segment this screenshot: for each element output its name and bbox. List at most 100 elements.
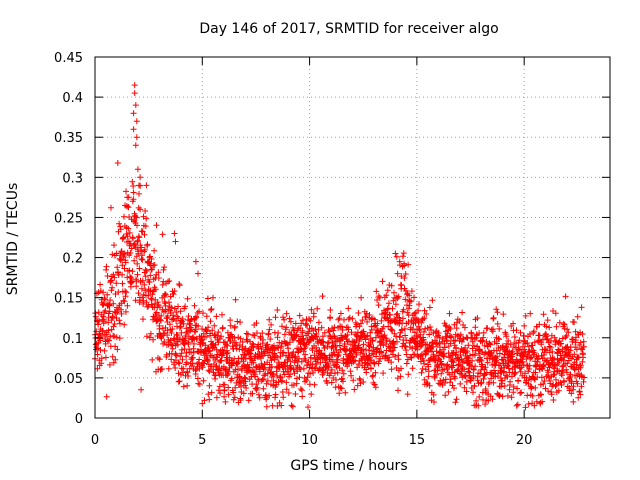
data-point: [288, 402, 295, 409]
data-point: [312, 364, 319, 371]
data-point: [146, 278, 153, 285]
data-point: [325, 339, 332, 346]
data-point: [159, 281, 166, 288]
data-point: [498, 383, 505, 390]
data-point: [432, 337, 438, 344]
data-point: [400, 306, 407, 313]
data-point: [196, 381, 203, 388]
data-point: [283, 386, 290, 393]
data-point: [528, 384, 535, 391]
data-point: [313, 361, 320, 367]
data-point: [408, 354, 415, 361]
data-point: [127, 250, 134, 256]
data-point: [529, 342, 536, 349]
data-point: [216, 335, 223, 342]
data-point: [249, 390, 256, 397]
data-point: [227, 317, 234, 324]
data-point: [431, 353, 438, 360]
data-point: [411, 294, 417, 301]
data-point: [453, 396, 460, 403]
data-point: [500, 311, 507, 318]
data-point: [108, 204, 114, 211]
data-point: [148, 295, 155, 302]
data-point: [245, 331, 251, 338]
data-point: [180, 365, 187, 372]
data-point: [425, 373, 432, 380]
data-point: [168, 330, 175, 336]
data-point: [391, 289, 397, 296]
data-point: [378, 349, 385, 356]
data-point: [195, 270, 201, 277]
data-point: [362, 336, 369, 343]
data-point: [136, 265, 143, 272]
data-point: [577, 339, 584, 346]
data-point: [287, 362, 294, 369]
data-point: [138, 285, 145, 292]
data-point: [234, 360, 241, 367]
data-point: [100, 289, 107, 296]
data-point: [120, 253, 127, 260]
data-point: [511, 371, 518, 378]
data-point: [423, 381, 430, 388]
data-point: [261, 372, 268, 379]
data-point: [146, 334, 153, 341]
data-point: [443, 338, 450, 345]
data-point: [215, 339, 222, 346]
data-point: [176, 360, 183, 367]
data-point: [307, 317, 314, 324]
data-point: [111, 274, 118, 281]
data-point: [283, 310, 290, 317]
data-point: [232, 366, 239, 373]
data-point: [504, 392, 511, 399]
data-point: [142, 266, 149, 273]
data-point: [101, 295, 108, 302]
data-point: [384, 306, 391, 313]
data-point: [543, 331, 550, 338]
data-point: [422, 325, 429, 332]
data-point: [470, 389, 476, 396]
data-point: [133, 214, 140, 221]
data-point: [503, 333, 510, 340]
data-point: [373, 288, 380, 295]
data-point: [204, 328, 210, 335]
data-point: [426, 304, 433, 311]
data-point: [478, 366, 485, 373]
data-point: [559, 363, 566, 370]
data-point: [244, 337, 251, 344]
data-point: [431, 399, 437, 405]
data-point: [110, 300, 117, 307]
data-point: [456, 318, 463, 325]
data-point: [143, 215, 150, 222]
data-point: [196, 308, 203, 315]
data-point: [542, 385, 549, 392]
data-point: [147, 272, 154, 279]
data-point: [231, 334, 238, 341]
data-point: [580, 378, 587, 385]
data-point: [177, 353, 184, 360]
data-point: [396, 258, 403, 265]
data-point: [191, 302, 198, 309]
data-point: [137, 206, 144, 213]
data-point: [525, 401, 532, 407]
data-point: [157, 316, 164, 323]
data-point: [548, 391, 555, 398]
data-point: [318, 324, 325, 331]
data-point: [482, 349, 489, 356]
data-point: [286, 315, 293, 322]
data-point: [196, 365, 203, 372]
data-point: [392, 301, 399, 308]
data-point: [423, 311, 430, 317]
data-point: [348, 372, 355, 379]
data-point: [340, 378, 346, 385]
data-point: [562, 293, 569, 300]
data-point: [505, 365, 512, 372]
data-point: [108, 277, 115, 284]
data-point: [570, 383, 577, 390]
data-point: [92, 313, 99, 320]
data-point: [215, 329, 222, 336]
data-point: [563, 369, 570, 376]
data-point: [344, 331, 351, 338]
data-point: [120, 234, 127, 241]
data-point: [174, 341, 181, 348]
data-point: [446, 363, 452, 370]
